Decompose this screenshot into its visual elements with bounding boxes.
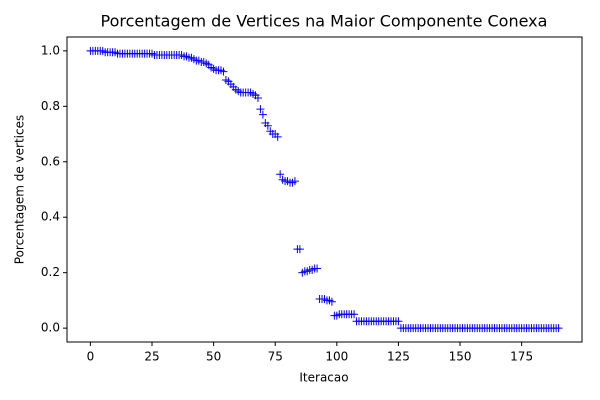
x-tick-label: 175 xyxy=(510,350,533,364)
y-tick-label: 0.2 xyxy=(41,265,60,279)
data-point xyxy=(258,110,267,119)
data-point xyxy=(263,121,272,130)
data-point xyxy=(273,132,282,141)
x-tick-label: 50 xyxy=(206,350,221,364)
data-point xyxy=(327,297,336,306)
data-point xyxy=(313,264,322,273)
x-tick-label: 25 xyxy=(144,350,159,364)
data-point xyxy=(253,94,262,102)
x-tick-label: 100 xyxy=(325,350,348,364)
x-axis-label: Iteracao xyxy=(299,371,348,385)
chart-title: Porcentagem de Vertices na Maior Compone… xyxy=(101,12,548,31)
y-tick-label: 0.0 xyxy=(41,321,60,335)
data-point xyxy=(295,245,304,254)
y-tick-label: 0.4 xyxy=(41,210,60,224)
y-tick-label: 1.0 xyxy=(41,43,60,57)
data-point xyxy=(256,105,265,114)
y-axis-label: Porcentagem de vertices xyxy=(13,115,27,264)
data-point xyxy=(394,317,403,326)
x-tick-label: 75 xyxy=(268,350,283,364)
y-tick-label: 0.6 xyxy=(41,154,60,168)
plot-frame xyxy=(66,36,583,343)
data-point xyxy=(276,170,285,179)
x-tick-label: 150 xyxy=(449,350,472,364)
y-tick-label: 0.8 xyxy=(41,99,60,113)
data-point xyxy=(219,67,228,76)
data-point xyxy=(290,177,299,186)
data-point xyxy=(350,310,359,319)
x-tick-label: 125 xyxy=(387,350,410,364)
x-tick-label: 0 xyxy=(87,350,95,364)
data-point xyxy=(554,324,563,333)
